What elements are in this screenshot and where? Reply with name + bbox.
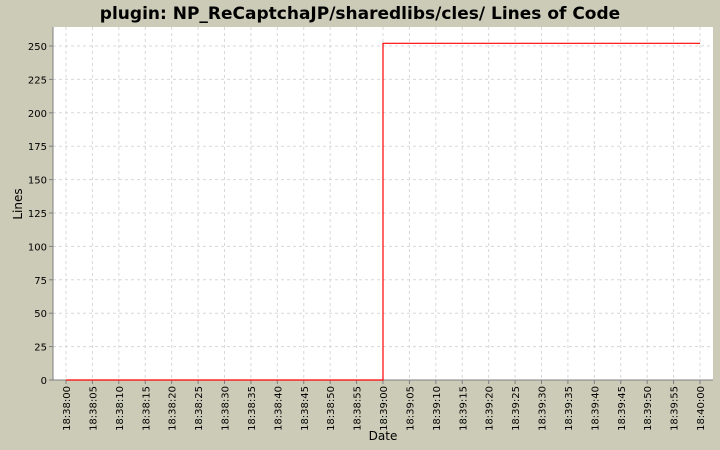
series-line xyxy=(66,42,700,381)
x-tick-label: 18:39:25 xyxy=(511,386,522,431)
y-tick-label: 200 xyxy=(28,109,47,120)
y-tick-label: 25 xyxy=(34,343,47,354)
x-tick-label: 18:39:00 xyxy=(379,386,390,431)
x-tick-label: 18:38:15 xyxy=(141,386,152,431)
x-tick-label: 18:39:20 xyxy=(485,386,496,431)
x-tick-label: 18:38:25 xyxy=(194,386,205,431)
x-tick-label: 18:38:30 xyxy=(221,386,232,431)
x-tick-label: 18:39:05 xyxy=(405,386,416,431)
x-axis-label: Date xyxy=(369,429,398,443)
y-tick-label: 250 xyxy=(28,42,47,53)
y-tick-label: 100 xyxy=(28,242,47,253)
x-tick-label: 18:38:50 xyxy=(326,386,337,431)
x-tick-label: 18:39:15 xyxy=(458,386,469,431)
y-tick-label: 125 xyxy=(28,209,47,220)
x-tick-label: 18:38:10 xyxy=(115,386,126,431)
x-tick-label: 18:39:50 xyxy=(643,386,654,431)
x-tick-label: 18:38:20 xyxy=(168,386,179,431)
chart-title: plugin: NP_ReCaptchaJP/sharedlibs/cles/ … xyxy=(100,4,620,24)
y-axis-label: Lines xyxy=(11,188,25,219)
y-tick-label: 150 xyxy=(28,176,47,187)
x-tick-label: 18:39:40 xyxy=(590,386,601,431)
x-tick-label: 18:38:45 xyxy=(300,386,311,431)
y-tick-label: 0 xyxy=(41,376,47,387)
x-tick-label: 18:39:45 xyxy=(617,386,628,431)
y-tick-label: 50 xyxy=(34,309,47,320)
x-tick-label: 18:38:05 xyxy=(88,386,99,431)
x-tick-label: 18:39:30 xyxy=(538,386,549,431)
y-tick-label: 75 xyxy=(34,276,47,287)
x-tick-label: 18:39:35 xyxy=(564,386,575,431)
x-tick-label: 18:39:55 xyxy=(670,386,681,431)
series-group xyxy=(65,42,701,381)
x-tick-label: 18:39:10 xyxy=(432,386,443,431)
x-tick-label: 18:38:55 xyxy=(353,386,364,431)
axes: 0 25 50 75 100 125 150 175 200 225 250 18:38:00 18:3… xyxy=(28,27,713,431)
x-tick-label: 18:38:40 xyxy=(273,386,284,431)
y-tick-label: 225 xyxy=(28,75,47,86)
x-tick-label: 18:38:35 xyxy=(247,386,258,431)
y-tick-label: 175 xyxy=(28,142,47,153)
x-tick-label: 18:40:00 xyxy=(696,386,707,431)
grid xyxy=(53,27,713,380)
x-tick-label: 18:38:00 xyxy=(62,386,73,431)
